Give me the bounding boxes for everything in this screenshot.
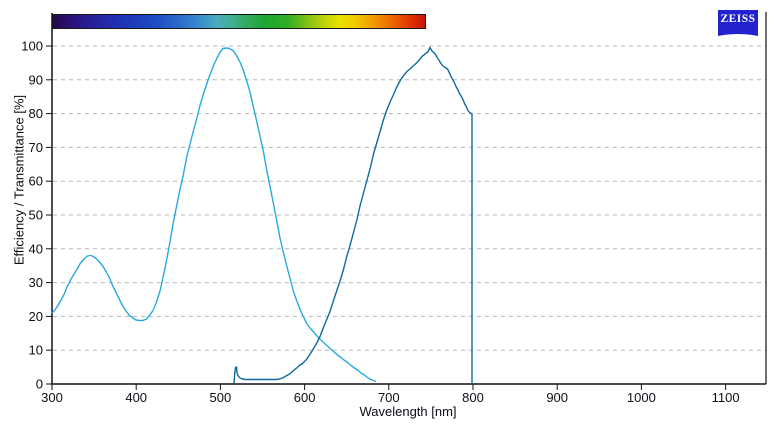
zeiss-logo-lens-arc-icon xyxy=(718,34,758,43)
curve-light-blue xyxy=(51,47,377,383)
y-tick-label: 30 xyxy=(29,275,43,290)
x-tick-label: 400 xyxy=(125,390,147,405)
x-axis-title: Wavelength [nm] xyxy=(359,404,457,419)
x-tick-label: 300 xyxy=(41,390,63,405)
x-tick-label: 1100 xyxy=(712,390,740,405)
y-tick-label: 40 xyxy=(29,241,43,256)
x-tick-label: 1000 xyxy=(627,390,656,405)
curve-dark-blue xyxy=(233,46,473,384)
x-tick-label: 900 xyxy=(546,390,568,405)
x-tick-label: 700 xyxy=(378,390,400,405)
x-tick-label: 600 xyxy=(294,390,316,405)
y-tick-label: 90 xyxy=(29,72,43,87)
y-tick-label: 60 xyxy=(29,174,43,189)
y-tick-label: 80 xyxy=(29,106,43,121)
y-tick-label: 10 xyxy=(29,343,43,358)
zeiss-logo-text: ZEISS xyxy=(720,13,756,25)
y-axis-title: Efficiency / Transmittance [%] xyxy=(11,94,27,266)
y-tick-label: 20 xyxy=(29,309,43,324)
y-tick-label: 100 xyxy=(21,39,43,54)
zeiss-logo: ZEISS xyxy=(718,10,758,43)
y-tick-label: 0 xyxy=(36,377,43,392)
y-tick-label: 70 xyxy=(29,140,43,155)
x-tick-label: 800 xyxy=(462,390,484,405)
x-tick-label: 500 xyxy=(210,390,232,405)
y-tick-label: 50 xyxy=(29,208,43,223)
